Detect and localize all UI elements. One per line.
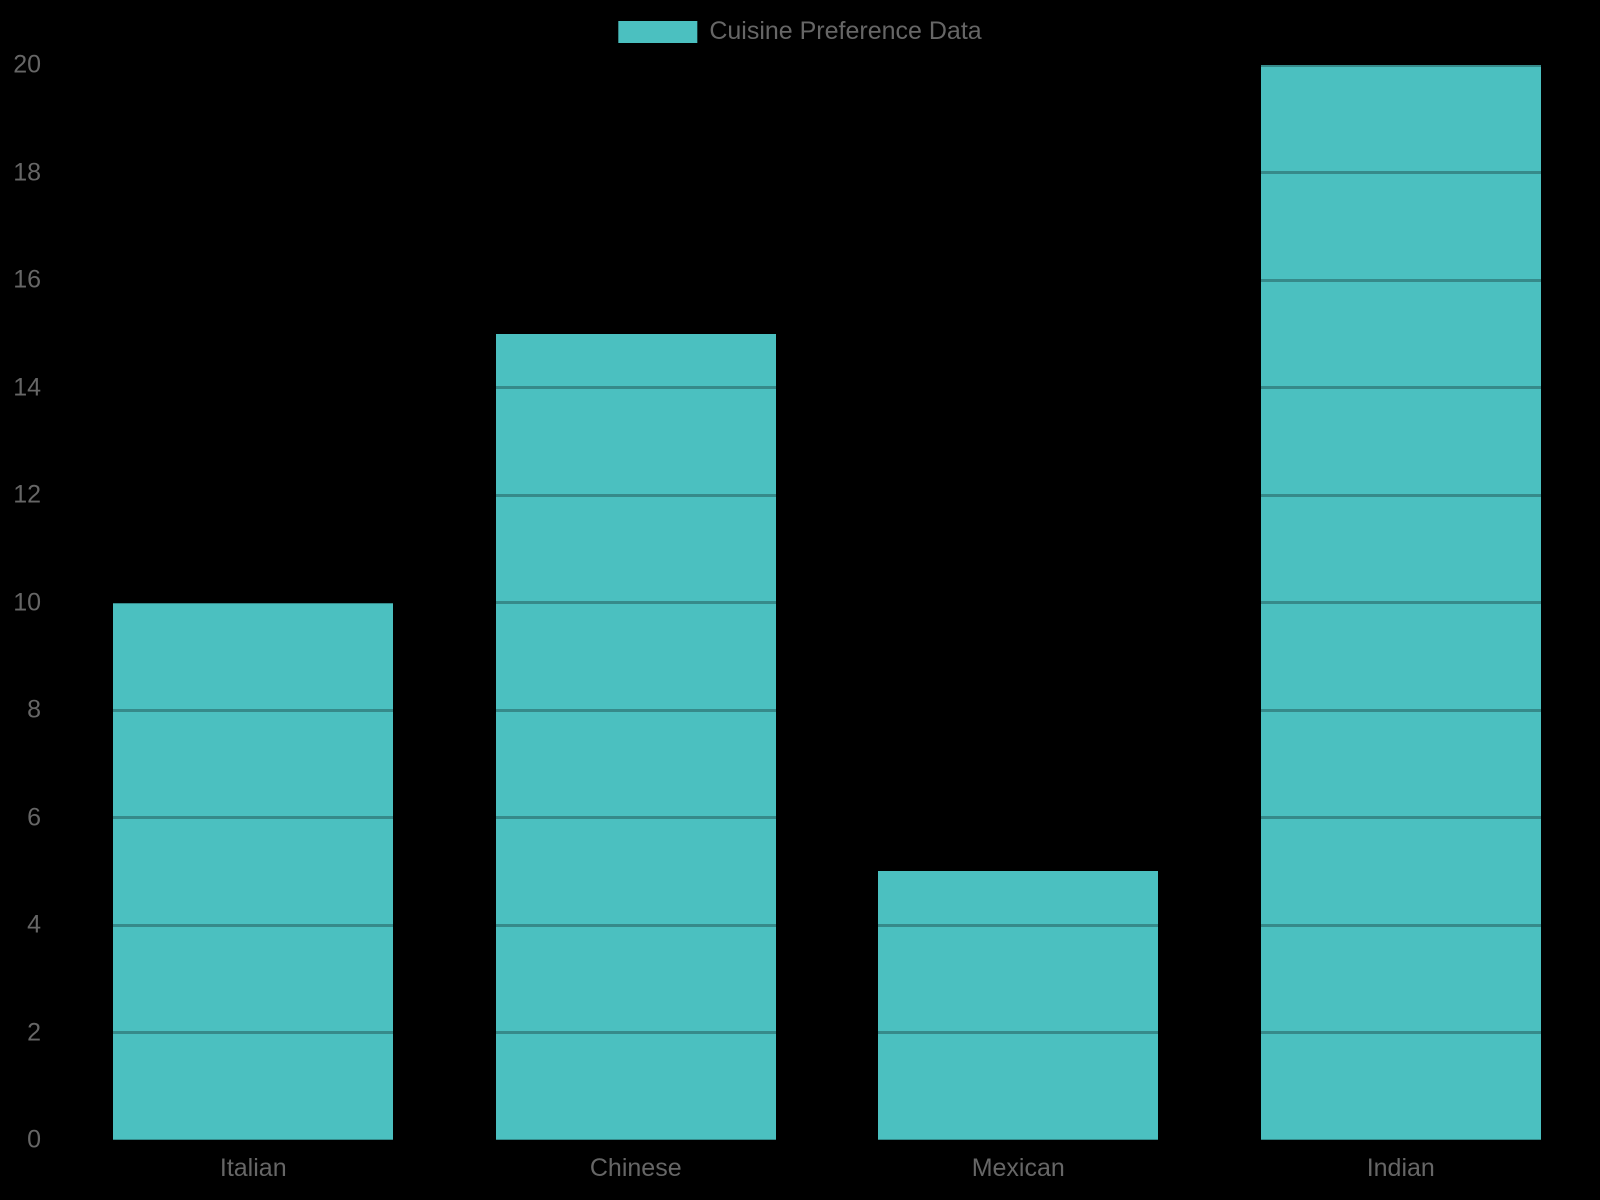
y-tick-label: 14	[13, 373, 41, 401]
chart-legend[interactable]: Cuisine Preference Data	[618, 17, 982, 45]
bar-mexican[interactable]	[878, 871, 1159, 1140]
x-category-label-chinese: Chinese	[589, 1154, 682, 1182]
x-category-label-italian: Italian	[219, 1154, 287, 1182]
y-tick-label: 18	[13, 158, 41, 186]
legend-swatch-icon	[618, 20, 698, 43]
y-tick-label: 4	[27, 910, 41, 939]
bar-indian[interactable]	[1260, 65, 1541, 1140]
bar-italian[interactable]	[113, 602, 394, 1140]
y-tick-label: 0	[27, 1125, 41, 1154]
y-tick-label: 10	[13, 588, 41, 616]
y-tick-label: 20	[13, 50, 41, 79]
x-category-label-mexican: Mexican	[971, 1154, 1065, 1182]
legend-label: Cuisine Preference Data	[709, 17, 982, 45]
x-category-label-indian: Indian	[1366, 1154, 1435, 1182]
y-tick-label: 6	[27, 803, 41, 831]
y-tick-label: 8	[27, 695, 41, 724]
y-tick-label: 16	[13, 265, 41, 294]
plot-area	[62, 63, 1592, 1142]
y-tick-label: 2	[27, 1018, 41, 1046]
y-tick-label: 12	[13, 480, 41, 509]
bar-chinese[interactable]	[495, 333, 776, 1140]
